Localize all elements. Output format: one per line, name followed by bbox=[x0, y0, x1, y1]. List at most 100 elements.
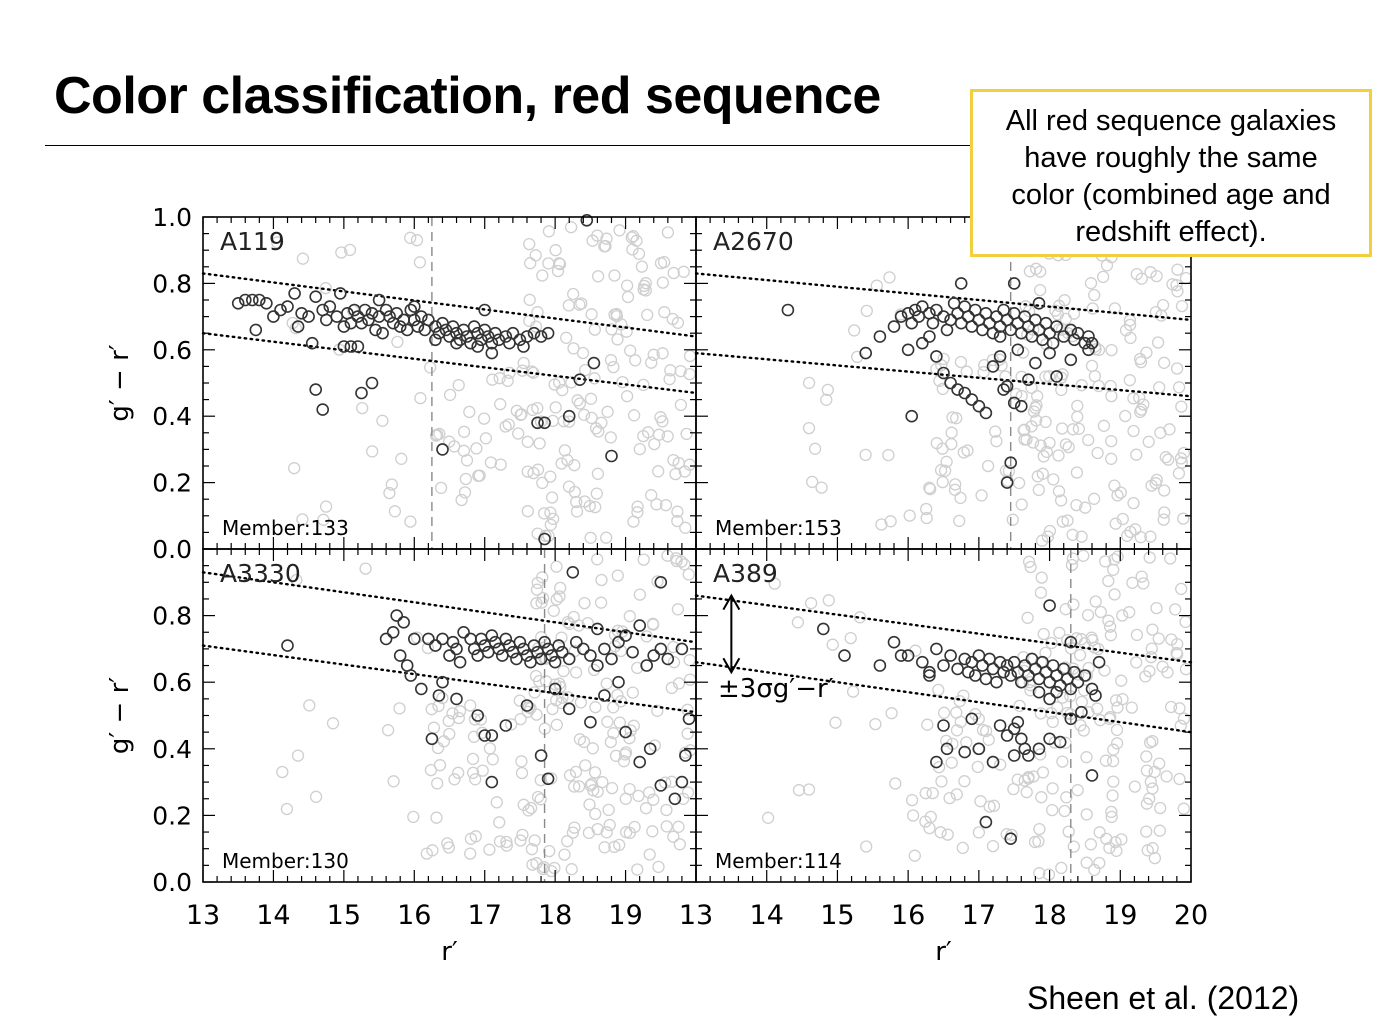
non-member-point bbox=[1097, 419, 1111, 432]
non-member-point bbox=[589, 701, 602, 714]
member-point bbox=[534, 749, 548, 762]
member-count-label: Member:153 bbox=[715, 516, 842, 540]
member-point bbox=[383, 310, 396, 323]
non-member-point bbox=[586, 234, 599, 247]
member-point bbox=[492, 333, 506, 347]
non-member-point bbox=[493, 835, 507, 848]
non-member-point bbox=[683, 673, 697, 686]
member-point bbox=[344, 316, 358, 330]
panel-label: A389 bbox=[713, 559, 778, 588]
member-point bbox=[478, 729, 492, 742]
non-member-point bbox=[530, 597, 543, 610]
member-point bbox=[1032, 742, 1046, 756]
member-point bbox=[393, 649, 407, 662]
member-point bbox=[541, 642, 555, 656]
member-point bbox=[923, 330, 936, 343]
member-point bbox=[309, 383, 323, 396]
non-member-point bbox=[1082, 661, 1095, 675]
non-member-point bbox=[1054, 494, 1068, 507]
non-member-point bbox=[448, 440, 461, 453]
non-member-point bbox=[592, 425, 605, 438]
non-member-point bbox=[994, 758, 1007, 771]
non-member-point bbox=[1015, 370, 1028, 383]
non-member-point bbox=[641, 426, 655, 439]
member-point bbox=[562, 702, 576, 716]
non-member-point bbox=[290, 573, 303, 587]
non-member-point bbox=[903, 509, 916, 522]
member-point bbox=[972, 399, 986, 413]
non-member-point bbox=[1111, 489, 1124, 502]
member-point bbox=[986, 326, 1000, 340]
member-points bbox=[781, 277, 1099, 489]
non-member-point bbox=[503, 366, 516, 379]
non-member-point bbox=[567, 287, 580, 301]
non-member-point bbox=[1109, 517, 1122, 530]
non-member-point bbox=[645, 356, 658, 369]
non-member-point bbox=[641, 308, 654, 322]
member-point bbox=[1022, 373, 1035, 387]
x-tick-label: 19 bbox=[608, 900, 642, 931]
non-member-point bbox=[683, 349, 697, 363]
non-member-point bbox=[557, 664, 570, 678]
non-member-point bbox=[860, 840, 873, 853]
member-point bbox=[937, 719, 950, 732]
non-member-point bbox=[441, 837, 454, 850]
member-point bbox=[422, 313, 435, 327]
member-point bbox=[584, 715, 597, 729]
member-point bbox=[1089, 689, 1102, 702]
non-member-point bbox=[1126, 576, 1139, 589]
non-member-point bbox=[1140, 764, 1154, 777]
non-member-point bbox=[920, 511, 933, 525]
non-member-point bbox=[660, 820, 673, 833]
member-point bbox=[436, 675, 449, 689]
non-member-point bbox=[1157, 356, 1171, 369]
non-member-point bbox=[608, 308, 621, 321]
non-member-point bbox=[624, 724, 637, 737]
member-point bbox=[429, 333, 442, 347]
member-point bbox=[923, 669, 936, 682]
non-member-point bbox=[659, 499, 673, 512]
red-sequence-lower-line bbox=[201, 644, 698, 714]
non-member-point bbox=[550, 718, 563, 731]
non-member-point bbox=[387, 775, 400, 788]
non-member-point bbox=[937, 352, 950, 366]
member-point bbox=[1092, 655, 1106, 669]
member-point bbox=[291, 320, 305, 333]
member-point bbox=[612, 675, 625, 689]
non-member-point bbox=[499, 420, 512, 433]
non-member-point bbox=[470, 442, 483, 455]
non-member-point bbox=[961, 444, 974, 457]
non-member-point bbox=[1084, 838, 1098, 851]
non-member-point bbox=[525, 843, 539, 856]
non-member-point bbox=[1013, 699, 1026, 713]
non-member-point bbox=[1171, 285, 1184, 298]
non-member-point bbox=[1037, 627, 1050, 641]
non-member-point bbox=[1052, 299, 1066, 312]
non-member-point bbox=[388, 505, 402, 518]
non-member-point bbox=[681, 703, 694, 716]
non-member-point bbox=[661, 430, 674, 443]
non-member-point bbox=[1010, 387, 1023, 401]
non-member-point bbox=[981, 459, 995, 473]
non-member-point bbox=[1026, 436, 1040, 449]
non-member-point bbox=[885, 707, 898, 720]
non-member-point bbox=[1046, 782, 1059, 795]
non-member-point bbox=[319, 282, 332, 295]
non-member-point bbox=[296, 252, 310, 265]
non-member-point bbox=[669, 467, 682, 481]
non-member-point bbox=[802, 783, 816, 796]
member-point bbox=[1022, 749, 1035, 762]
non-member-point bbox=[990, 435, 1003, 448]
non-member-point bbox=[802, 376, 816, 390]
arrow-head-down-icon bbox=[722, 657, 741, 675]
member-point bbox=[267, 310, 280, 323]
non-member-point bbox=[1103, 620, 1117, 633]
non-member-point bbox=[528, 834, 541, 847]
non-member-point bbox=[531, 306, 544, 319]
non-member-point bbox=[549, 678, 562, 691]
member-point bbox=[661, 652, 675, 666]
non-member-point bbox=[620, 279, 634, 292]
non-member-point bbox=[584, 779, 597, 792]
non-member-point bbox=[1042, 868, 1056, 881]
non-member-point bbox=[1170, 279, 1183, 292]
